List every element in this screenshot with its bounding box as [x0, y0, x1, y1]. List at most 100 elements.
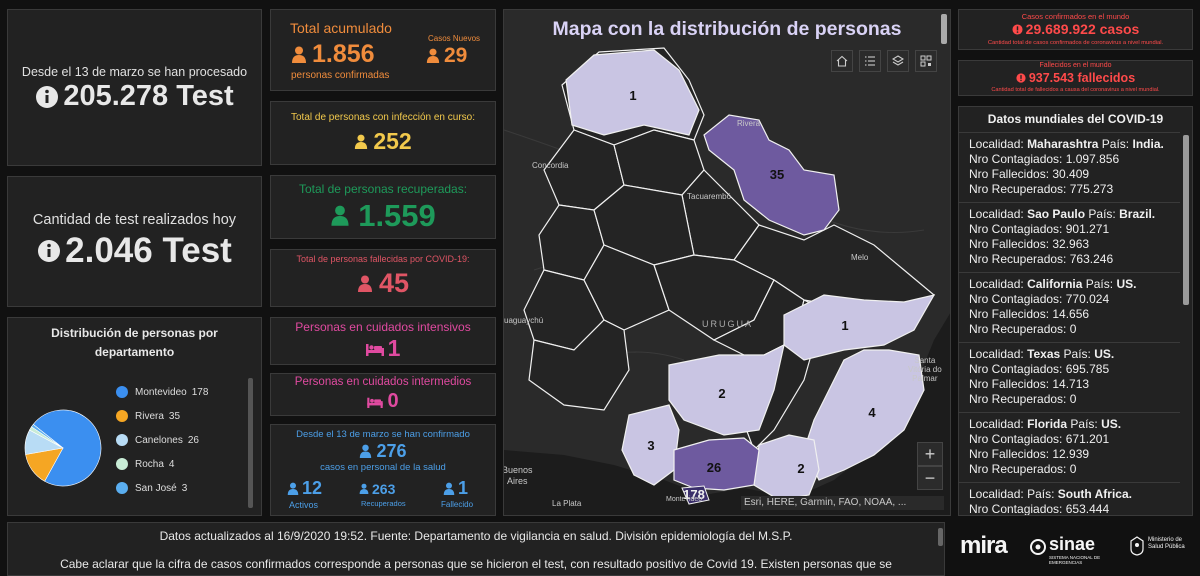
map-panel[interactable]: 1 35 1 2 4 3 26 2 178 Rivera Concordia T… [503, 9, 951, 516]
legend-swatch [116, 458, 128, 470]
intermedios-label: Personas en cuidados intermedios [294, 376, 472, 388]
world-recuperados-line: Nro Recuperados: 0 [969, 322, 1170, 337]
pie-slice[interactable] [31, 423, 64, 449]
dept-montevideo[interactable] [681, 485, 710, 505]
dept-rocha[interactable] [803, 349, 925, 481]
salud-activos-value: 12 [302, 478, 323, 498]
salud-value: 276 [376, 441, 407, 461]
world-text: 0 [1069, 322, 1077, 336]
world-contagiados-line: Nro Contagiados: 770.024 [969, 292, 1170, 307]
bed-icon [365, 343, 384, 356]
world-contagiados-line: Nro Contagiados: 653.444 [969, 502, 1170, 515]
dept-florida[interactable] [668, 343, 785, 436]
qr-button[interactable] [915, 50, 937, 72]
ministerio-emblem-icon [1130, 536, 1144, 556]
dept-treinta-y-tres[interactable] [783, 294, 936, 361]
world-fallecidos-line: Nro Fallecidos: 14.656 [969, 307, 1170, 322]
world-text: Nro Recuperados: [969, 462, 1067, 476]
salud-activos-label: Activos [289, 500, 319, 510]
tests-today-panel: Cantidad de test realizados hoy 2.046 Te… [7, 176, 262, 307]
en-curso-panel: Total de personas con infección en curso… [270, 101, 496, 165]
world-value-bold: India. [1132, 137, 1164, 151]
world-cases-sub: Cantidad total de casos confirmados de c… [987, 40, 1164, 46]
footer-scrollbar[interactable] [938, 528, 943, 546]
intensivos-label: Personas en cuidados intensivos [295, 320, 471, 334]
map-canvas[interactable]: 1 35 1 2 4 3 26 2 178 Rivera Concordia T… [504, 10, 951, 516]
world-value-bold: US. [1101, 417, 1122, 431]
legend-button[interactable] [859, 50, 881, 72]
legend-value: 35 [168, 410, 181, 422]
distribution-legend: Montevideo 178 Rivera 35 Canelones 26 Rocha 4 Sa… [116, 380, 246, 500]
place-la-plata: La Plata [552, 499, 582, 508]
count-colonia: 3 [647, 438, 654, 453]
count-rivera: 35 [770, 167, 784, 182]
world-text: Nro Contagiados: [969, 222, 1063, 236]
map-scrollbar[interactable] [941, 14, 947, 44]
legend-value: 4 [168, 458, 175, 470]
salud-recuperados-label: Recuperados [361, 499, 406, 508]
world-value-bold: Sao Paulo [1027, 207, 1086, 221]
world-fallecidos-line: Nro Fallecidos: 12.939 [969, 447, 1170, 462]
place-rivera: Rivera [737, 119, 761, 128]
world-localidad-line: Localidad: País: South Africa. [969, 487, 1170, 502]
world-data-item[interactable]: Localidad: País: South Africa. Nro Contag… [959, 483, 1180, 515]
world-cases-panel: Casos confirmados en el mundo 29.689.922… [958, 9, 1193, 50]
footer-panel: Datos actualizados al 16/9/2020 19:52. F… [7, 522, 945, 576]
fallecidas-panel: Total de personas fallecidas por COVID-1… [270, 249, 496, 307]
legend-item[interactable]: Rivera 35 [116, 404, 246, 428]
intensivos-panel: Personas en cuidados intensivos 1 [270, 317, 496, 365]
dept-canelones[interactable] [673, 437, 760, 491]
world-text: Nro Recuperados: [969, 252, 1067, 266]
distribution-scrollbar[interactable] [248, 378, 253, 508]
home-button[interactable] [831, 50, 853, 72]
dept-colonia[interactable] [621, 404, 680, 486]
world-data-item[interactable]: Localidad: Texas País: US. Nro Contagiado… [959, 343, 1180, 413]
intermedios-value: 0 [387, 390, 399, 412]
legend-item[interactable]: Rocha 4 [116, 452, 246, 476]
world-data-item[interactable]: Localidad: California País: US. Nro Conta… [959, 273, 1180, 343]
world-contagiados-line: Nro Contagiados: 671.201 [969, 432, 1170, 447]
world-data-list[interactable]: Localidad: Maharashtra País: India. Nro C… [959, 132, 1180, 515]
world-text: 14.656 [1052, 307, 1090, 321]
zoom-in-button[interactable]: + [917, 442, 943, 466]
intermedios-panel: Personas en cuidados intermedios 0 [270, 373, 496, 416]
legend-item[interactable]: Montevideo 178 [116, 380, 246, 404]
recuperadas-label: Total de personas recuperadas: [298, 182, 468, 196]
world-text: Localidad: [969, 487, 1024, 501]
world-deaths-value: 937.543 fallecidos [1028, 71, 1136, 85]
tests-total-panel: Desde el 13 de marzo se han procesado 20… [7, 9, 262, 166]
map-attribution[interactable]: Esri, HERE, Garmin, FAO, NOAA, ... [741, 496, 944, 510]
world-localidad-line: Localidad: Texas País: US. [969, 347, 1170, 362]
pie-chart[interactable] [23, 408, 103, 488]
list-icon [865, 56, 875, 66]
world-data-panel: Datos mundiales del COVID-19 Localidad: … [958, 106, 1193, 516]
dept-artigas[interactable] [565, 49, 700, 136]
person-icon [287, 482, 299, 495]
legend-item[interactable]: Canelones 26 [116, 428, 246, 452]
layers-button[interactable] [887, 50, 909, 72]
world-text: Localidad: [969, 137, 1024, 151]
place-concordia: Concordia [532, 161, 569, 170]
casos-nuevos-value: 29 [444, 44, 468, 67]
person-icon [357, 275, 372, 292]
dept-maldonado[interactable] [753, 434, 820, 501]
place-melo: Melo [851, 253, 869, 262]
legend-item[interactable]: San José 3 [116, 476, 246, 500]
world-value-bold: California [1027, 277, 1083, 291]
sinae-subtitle: SISTEMA NACIONAL DE EMERGENCIAS [1049, 555, 1101, 565]
qr-icon [920, 55, 932, 67]
legend-swatch [116, 434, 128, 446]
world-text: Nro Recuperados: [969, 322, 1067, 336]
world-data-item[interactable]: Localidad: Florida País: US. Nro Contagia… [959, 413, 1180, 483]
world-data-item[interactable]: Localidad: Sao Paulo País: Brazil. Nro Co… [959, 203, 1180, 273]
world-data-item[interactable]: Localidad: Maharashtra País: India. Nro C… [959, 133, 1180, 203]
legend-swatch [116, 386, 128, 398]
world-text: 695.785 [1065, 362, 1110, 376]
dept-rivera[interactable] [703, 114, 840, 236]
zoom-out-button[interactable]: − [917, 466, 943, 490]
place-santa-vitoria: Santa Vitória do Palmar [908, 356, 942, 383]
distribution-title: Distribución de personas por departament… [51, 326, 218, 359]
world-data-scrollbar[interactable] [1183, 135, 1189, 305]
world-text: 0 [1069, 462, 1077, 476]
pie-slice[interactable] [32, 409, 102, 487]
